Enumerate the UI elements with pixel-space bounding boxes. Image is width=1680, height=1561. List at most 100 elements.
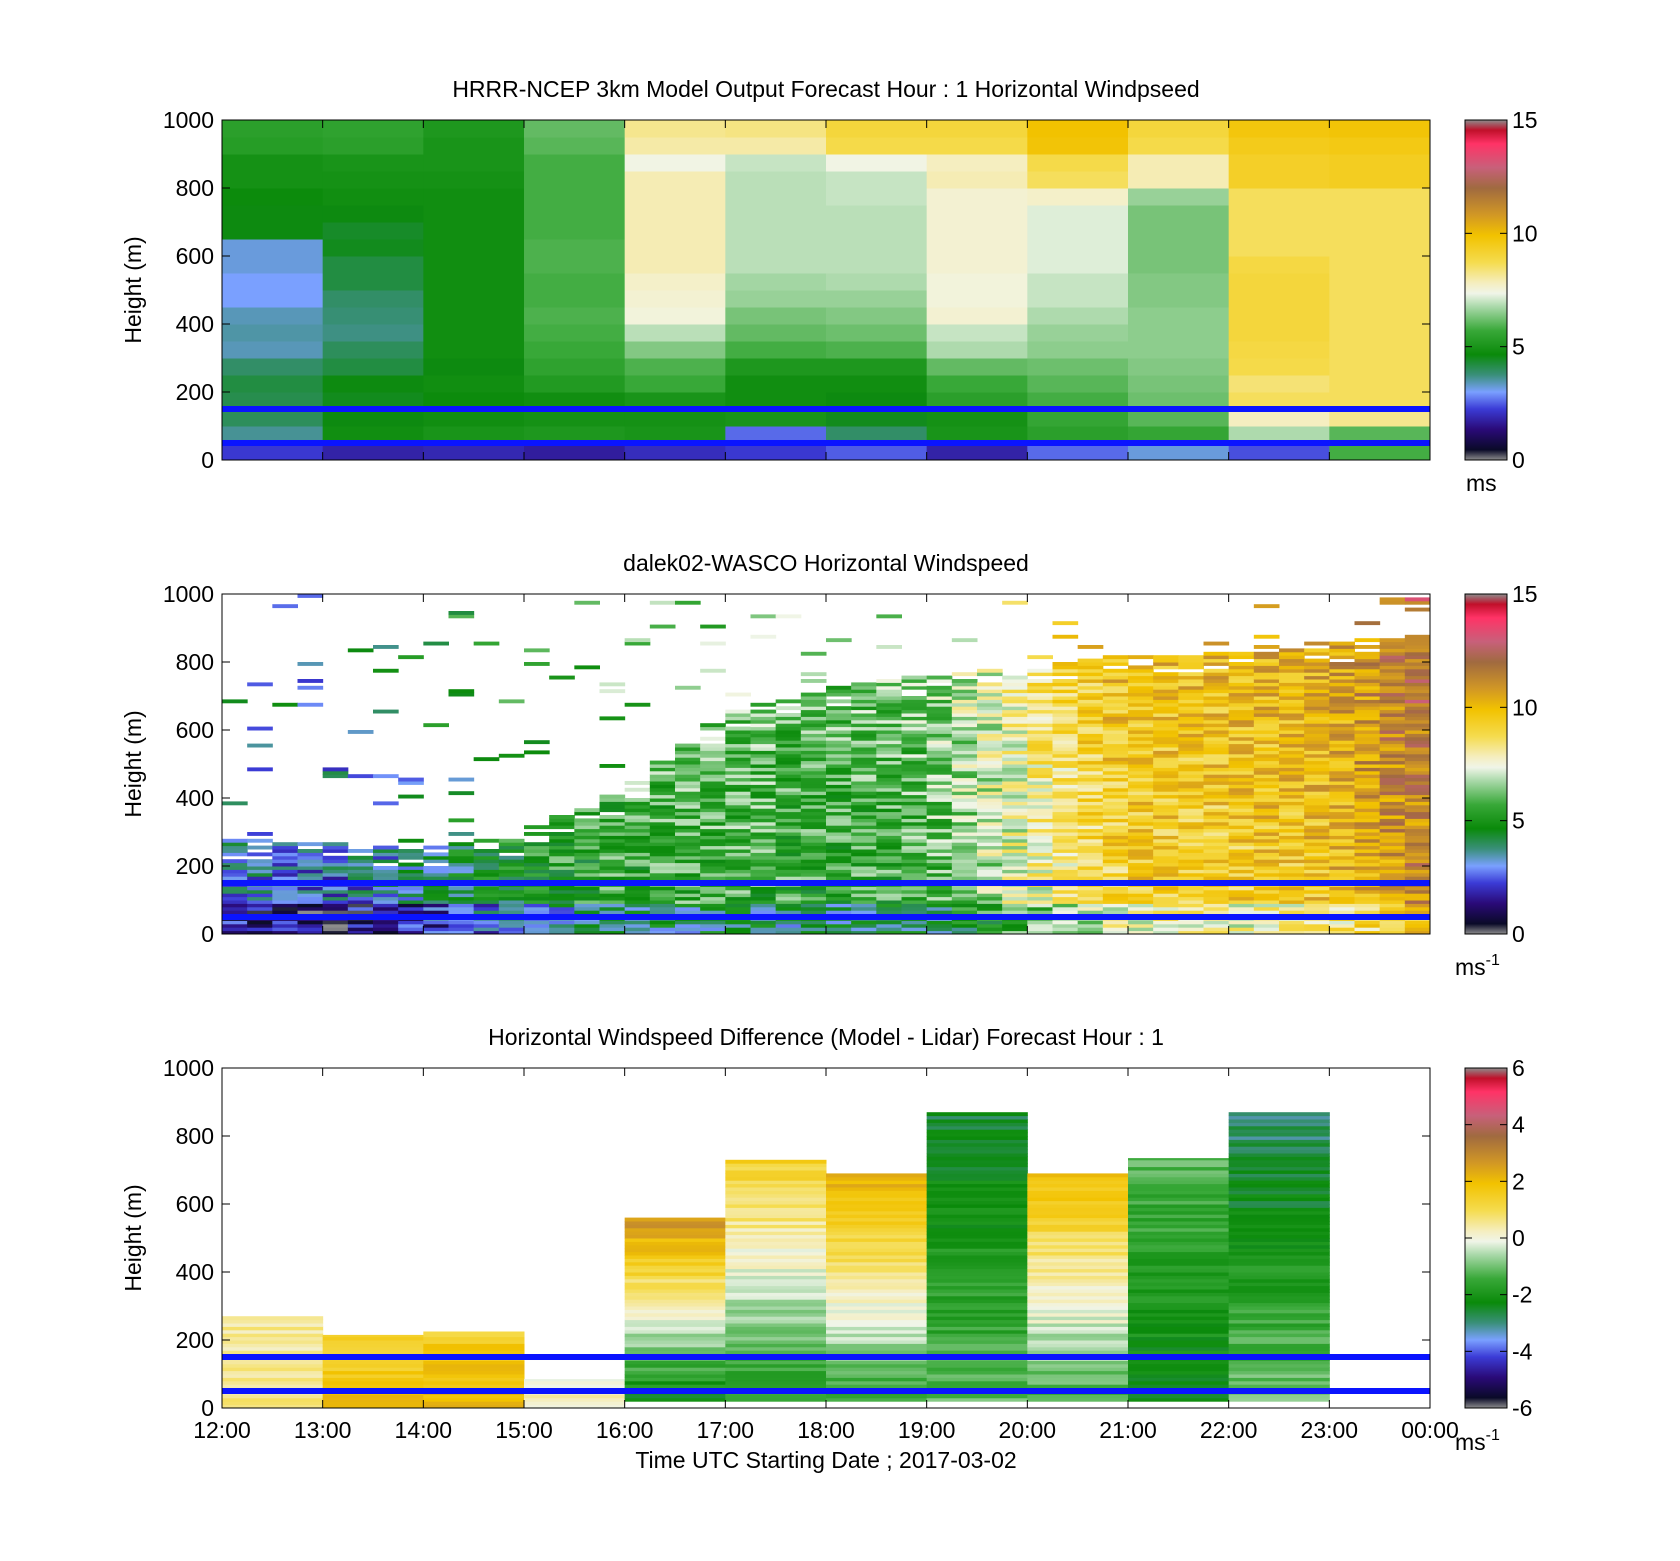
heatmap-cell <box>1077 709 1104 714</box>
heatmap-cell <box>649 825 676 830</box>
heatmap-cell <box>1228 675 1255 680</box>
heatmap-cell <box>1102 906 1129 911</box>
heatmap-cell <box>851 685 877 690</box>
heatmap-cell <box>1253 770 1280 775</box>
heatmap-cell <box>725 273 827 291</box>
heatmap-cell <box>1203 685 1230 690</box>
heatmap-cell <box>750 726 777 731</box>
heatmap-cell <box>1052 685 1079 690</box>
heatmap-cell <box>1178 740 1204 745</box>
heatmap-cell <box>826 1370 928 1375</box>
heatmap-cell <box>1379 855 1406 860</box>
heatmap-cell <box>1203 849 1230 853</box>
heatmap-cell <box>1304 808 1330 813</box>
heatmap-cell <box>373 903 399 908</box>
heatmap-cell <box>1329 716 1355 721</box>
heatmap-cell <box>725 1377 827 1382</box>
heatmap-cell <box>1153 682 1179 687</box>
heatmap-cell <box>826 1238 928 1242</box>
heatmap-cell <box>1128 886 1154 891</box>
heatmap-cell <box>624 1374 726 1378</box>
heatmap-cell <box>750 791 777 796</box>
heatmap-cell <box>826 866 852 870</box>
heatmap-cell <box>1077 685 1104 690</box>
heatmap-cell <box>826 886 852 891</box>
heatmap-cell <box>448 927 475 932</box>
heatmap-cell <box>1379 655 1406 660</box>
heatmap-cell <box>775 753 802 758</box>
heatmap-cell <box>1354 910 1381 915</box>
heatmap-cell <box>826 808 852 813</box>
heatmap-cell <box>725 1292 827 1297</box>
heatmap-cell <box>1203 682 1230 687</box>
heatmap-cell <box>423 1380 525 1385</box>
heatmap-cell <box>1228 821 1255 826</box>
heatmap-cell <box>1329 307 1431 325</box>
heatmap-cell <box>750 910 777 915</box>
heatmap-cell <box>901 825 928 830</box>
heatmap-cell <box>1102 872 1129 877</box>
heatmap-cell <box>574 849 600 853</box>
heatmap-cell <box>1228 1139 1330 1144</box>
heatmap-cell <box>498 927 525 932</box>
heatmap-cell <box>951 743 978 748</box>
heatmap-cell <box>1128 1309 1230 1314</box>
heatmap-cell <box>901 774 928 779</box>
heatmap-cell <box>725 222 827 240</box>
heatmap-cell <box>926 1350 1028 1355</box>
heatmap-cell <box>1379 699 1406 704</box>
heatmap-cell <box>222 903 248 908</box>
heatmap-cell <box>624 927 651 932</box>
heatmap-cell <box>1354 702 1381 707</box>
heatmap-cell <box>1354 621 1381 626</box>
heatmap-cell <box>1404 658 1431 663</box>
heatmap-cell <box>1178 927 1204 932</box>
heatmap-cell <box>1404 597 1431 602</box>
heatmap-cell <box>1153 685 1179 690</box>
heatmap-cell <box>800 726 827 731</box>
heatmap-cell <box>1253 900 1280 904</box>
heatmap-cell <box>1153 764 1179 768</box>
heatmap-cell <box>851 811 877 816</box>
heatmap-cell <box>624 808 651 813</box>
heatmap-cell <box>1027 906 1053 911</box>
heatmap-cell <box>1228 1258 1330 1263</box>
heatmap-cell <box>322 900 349 904</box>
heatmap-cell <box>524 1380 626 1385</box>
heatmap-cell <box>851 791 877 796</box>
heatmap-cell <box>926 1272 1028 1276</box>
heatmap-cell <box>423 866 449 870</box>
heatmap-cell <box>1253 835 1280 840</box>
heatmap-cell <box>649 906 676 911</box>
heatmap-cell <box>1354 747 1381 751</box>
heatmap-cell <box>423 1397 525 1402</box>
heatmap-cell <box>725 869 751 874</box>
heatmap-cell <box>297 906 324 911</box>
heatmap-cell <box>1379 811 1406 816</box>
heatmap-cell <box>624 307 726 325</box>
heatmap-cell <box>951 869 978 874</box>
heatmap-cell <box>1102 869 1129 874</box>
heatmap-cell <box>398 900 424 904</box>
heatmap-cell <box>851 869 877 874</box>
heatmap-cell <box>1379 723 1406 728</box>
heatmap-cell <box>1077 808 1104 813</box>
heatmap-cell <box>1329 290 1431 308</box>
heatmap-cell <box>1379 794 1406 799</box>
heatmap-cell <box>1379 845 1406 850</box>
heatmap-cell <box>1354 801 1381 806</box>
heatmap-cell <box>1027 682 1053 687</box>
heatmap-cell <box>549 893 575 898</box>
heatmap-cell <box>1329 791 1355 796</box>
heatmap-cell <box>1153 757 1179 762</box>
heatmap-cell <box>322 1360 424 1365</box>
heatmap-cell <box>1077 835 1104 840</box>
heatmap-cell <box>1102 743 1129 748</box>
heatmap-cell <box>1354 855 1381 860</box>
heatmap-cell <box>1153 767 1179 772</box>
heatmap-cell <box>1128 256 1230 274</box>
heatmap-cell <box>826 930 852 935</box>
heatmap-cell <box>1379 886 1406 891</box>
heatmap-cell <box>1203 723 1230 728</box>
heatmap-cell <box>1128 205 1230 223</box>
